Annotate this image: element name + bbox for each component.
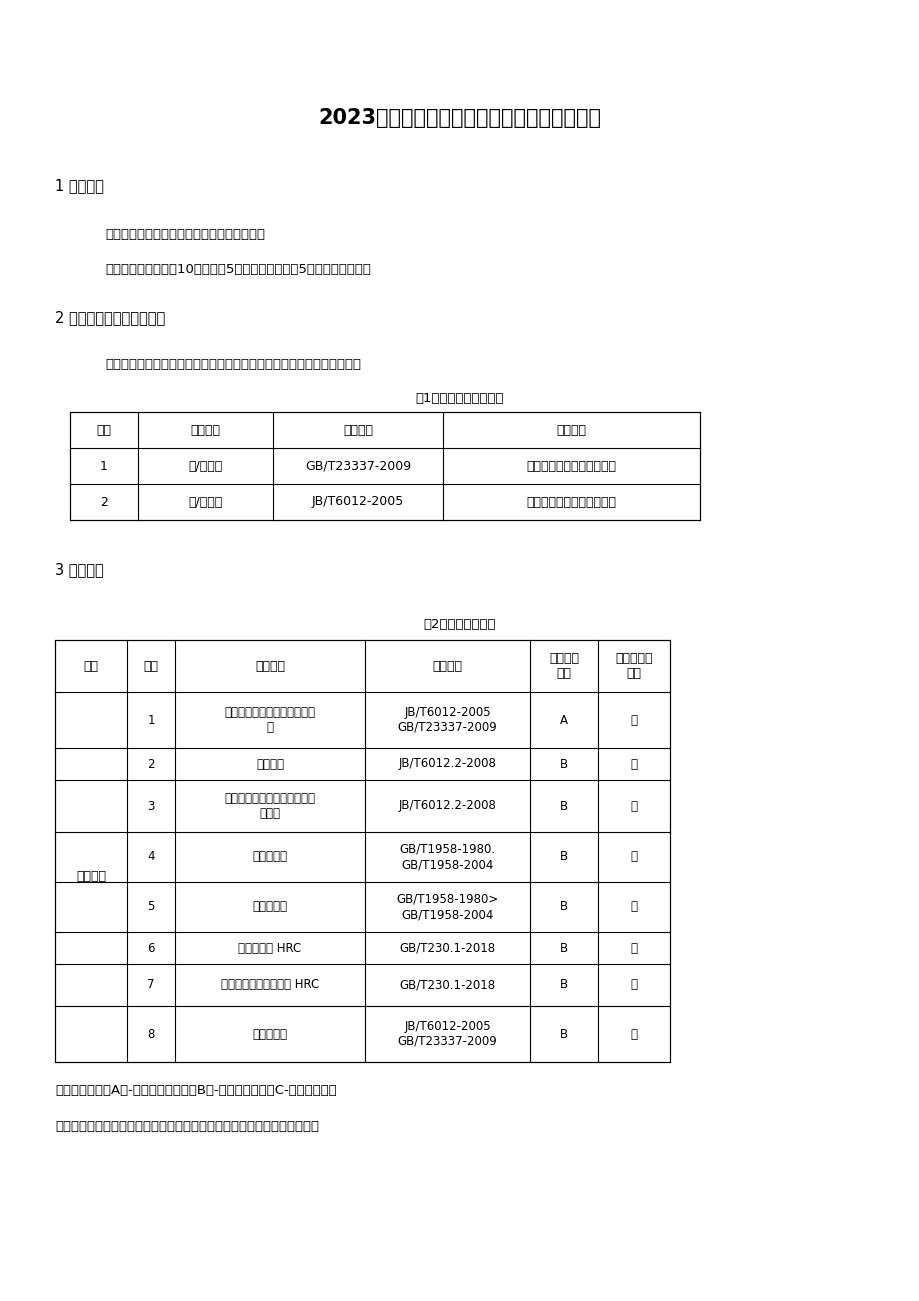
Text: 标准名称: 标准名称 [556,424,586,437]
Text: JB/T6012.2-2008: JB/T6012.2-2008 [398,800,496,813]
Text: 序号: 序号 [143,660,158,673]
Text: GB/T1958-1980>
GB/T1958-2004: GB/T1958-1980> GB/T1958-2004 [396,892,498,921]
Text: 7: 7 [147,978,154,991]
Text: GB/T230.1-2018: GB/T230.1-2018 [399,978,495,991]
Text: 是否为环保
指标: 是否为环保 指标 [615,652,652,680]
Text: A: A [560,713,567,726]
Text: 金相组织: 金相组织 [255,757,284,770]
Text: 3 检验依据: 3 检验依据 [55,562,104,578]
Text: GB/T23337-2009: GB/T23337-2009 [304,459,411,472]
Text: 检验方法: 检验方法 [432,660,462,673]
Text: B: B [560,978,567,991]
Text: 1: 1 [100,459,108,472]
Text: 2 抽查产品名称及执行标准: 2 抽查产品名称及执行标准 [55,310,165,325]
Text: B: B [560,851,567,864]
Text: JB/T6012.2-2008: JB/T6012.2-2008 [398,757,496,770]
Text: 分类: 分类 [84,660,98,673]
Text: 否: 否 [630,1028,637,1041]
Text: 检验项目: 检验项目 [255,660,285,673]
Text: 表面粗糙度: 表面粗糙度 [252,1028,287,1041]
Text: 否: 否 [630,978,637,991]
Text: 否: 否 [630,713,637,726]
Text: B: B [560,942,567,955]
Text: 杆端部淬硬层或硬化层或堆焊
层深度: 杆端部淬硬层或硬化层或堆焊 层深度 [224,792,315,820]
Text: 2: 2 [100,496,108,509]
Text: 2023年河北省气门产品质量监督抽查实施细则: 2023年河北省气门产品质量监督抽查实施细则 [318,108,601,127]
Text: 内燃机进、排气门技术条件: 内燃机进、排气门技术条件 [526,496,616,509]
Text: 以随机抽样的方式抽取检验样品和备用样品。: 以随机抽样的方式抽取检验样品和备用样品。 [105,228,265,241]
Text: B: B [560,1028,567,1041]
Text: 否: 否 [630,900,637,913]
Text: JB/T6012-2005
GB/T23337-2009: JB/T6012-2005 GB/T23337-2009 [397,706,497,734]
Text: 主要性能: 主要性能 [76,870,106,883]
Text: 序号: 序号 [96,424,111,437]
Text: B: B [560,757,567,770]
Text: 标准编号: 标准编号 [343,424,372,437]
Text: GB/T1958-1980.
GB/T1958-2004: GB/T1958-1980. GB/T1958-2004 [399,843,495,870]
Text: 否: 否 [630,942,637,955]
Text: 重要程度分级：A类-极重要质量项目，B类-重要质量项目，C-一般质量项目: 重要程度分级：A类-极重要质量项目，B类-重要质量项目，C-一般质量项目 [55,1084,336,1097]
Text: 杆部基体硬度及硬度差 HRC: 杆部基体硬度及硬度差 HRC [221,978,319,991]
Text: 1 抽样方法: 1 抽样方法 [55,178,104,193]
Text: 4: 4 [147,851,154,864]
Text: 内燃机进、排气门技术条件: 内燃机进、排气门技术条件 [526,459,616,472]
Text: 进/排气门: 进/排气门 [188,496,222,509]
Text: 产品名称: 产品名称 [190,424,221,437]
Text: 表1产品名称及执行标准: 表1产品名称及执行标准 [415,392,504,405]
Text: B: B [560,900,567,913]
Text: B: B [560,800,567,813]
Text: 杆部圆柱度: 杆部圆柱度 [252,851,287,864]
Text: GB/T230.1-2018: GB/T230.1-2018 [399,942,495,955]
Text: 本次抽查的产品名称主要为：进气门、排气门，各产品执行标准见下表。: 本次抽查的产品名称主要为：进气门、排气门，各产品执行标准见下表。 [105,358,360,371]
Text: JB/T6012-2005
GB/T23337-2009: JB/T6012-2005 GB/T23337-2009 [397,1020,497,1049]
Text: 3: 3 [147,800,154,813]
Text: JB/T6012-2005: JB/T6012-2005 [312,496,403,509]
Text: 每批次产品抽取样品10个，其中5个作为检验样品，5个作为备用样品。: 每批次产品抽取样品10个，其中5个作为检验样品，5个作为备用样品。 [105,263,370,276]
Text: 1: 1 [147,713,154,726]
Text: 否: 否 [630,757,637,770]
Text: 6: 6 [147,942,154,955]
Text: 进/排气门: 进/排气门 [188,459,222,472]
Text: 盘锥面对杆部轴线的斜向圆跳
动: 盘锥面对杆部轴线的斜向圆跳 动 [224,706,315,734]
Text: 5: 5 [147,900,154,913]
Text: 否: 否 [630,800,637,813]
Text: 8: 8 [147,1028,154,1041]
Text: 2: 2 [147,757,154,770]
Bar [70,412,699,520]
Text: 执行企业标准、团体标准、地方标准的产品，检验项目参照上述内容执行。: 执行企业标准、团体标准、地方标准的产品，检验项目参照上述内容执行。 [55,1120,319,1133]
Text: 重要程度
分级: 重要程度 分级 [549,652,578,680]
Text: 杆端面硬度 HRC: 杆端面硬度 HRC [238,942,301,955]
Bar [55,640,669,1062]
Text: 表2检验项目及依据: 表2检验项目及依据 [424,618,495,631]
Text: 盘锥面圆度: 盘锥面圆度 [252,900,287,913]
Text: 否: 否 [630,851,637,864]
